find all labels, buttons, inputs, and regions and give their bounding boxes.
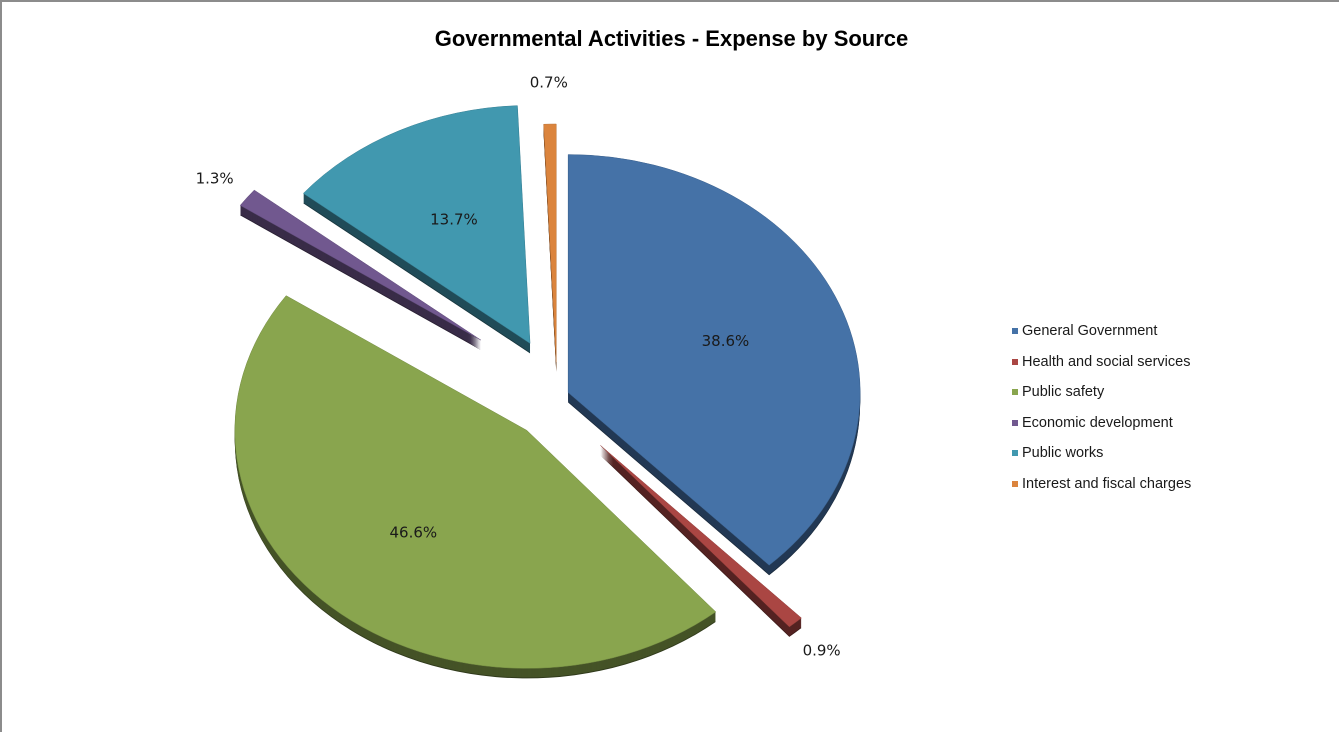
legend-swatch xyxy=(1012,480,1018,487)
legend-item-general-government: General Government xyxy=(1012,316,1191,347)
slice-interest-and-fiscal-charges xyxy=(543,123,557,363)
data-label-public-safety: 46.6% xyxy=(390,523,438,541)
legend-label: General Government xyxy=(1022,323,1158,340)
legend-label: Health and social services xyxy=(1022,353,1191,370)
legend-item-public-works: Public works xyxy=(1012,438,1191,469)
slice-economic-development xyxy=(239,189,482,341)
legend-item-economic-development: Economic development xyxy=(1012,408,1191,439)
data-label-health-and-social-services: 0.9% xyxy=(803,641,841,659)
legend-swatch xyxy=(1012,328,1018,335)
chart-legend: General Government Health and social serv… xyxy=(1012,316,1191,499)
legend-item-interest-and-fiscal-charges: Interest and fiscal charges xyxy=(1012,469,1191,500)
legend-swatch xyxy=(1012,389,1018,396)
data-label-interest-and-fiscal-charges: 0.7% xyxy=(530,74,568,92)
legend-label: Economic development xyxy=(1022,414,1173,431)
data-label-public-works: 13.7% xyxy=(430,211,478,229)
legend-label: Interest and fiscal charges xyxy=(1022,475,1192,492)
data-label-general-government: 38.6% xyxy=(702,332,750,350)
slice-general-government xyxy=(567,154,861,566)
data-label-economic-development: 1.3% xyxy=(196,170,234,188)
legend-item-health-and-social-services: Health and social services xyxy=(1012,347,1191,378)
legend-swatch xyxy=(1012,450,1018,457)
legend-item-public-safety: Public safety xyxy=(1012,377,1191,408)
legend-label: Public safety xyxy=(1022,384,1105,401)
chart-title: Governmental Activities - Expense by Sou… xyxy=(434,26,909,51)
legend-label: Public works xyxy=(1022,445,1104,462)
pie-slices-layer xyxy=(234,105,861,669)
legend-swatch xyxy=(1012,358,1018,365)
slice-public-works xyxy=(302,105,531,344)
legend-swatch xyxy=(1012,419,1018,426)
slice-health-and-social-services xyxy=(600,445,802,628)
slice-public-safety xyxy=(234,295,717,669)
pie-labels-layer: 38.6% 0.9% 46.6% 1.3% 13.7% 0.7% xyxy=(196,74,841,660)
